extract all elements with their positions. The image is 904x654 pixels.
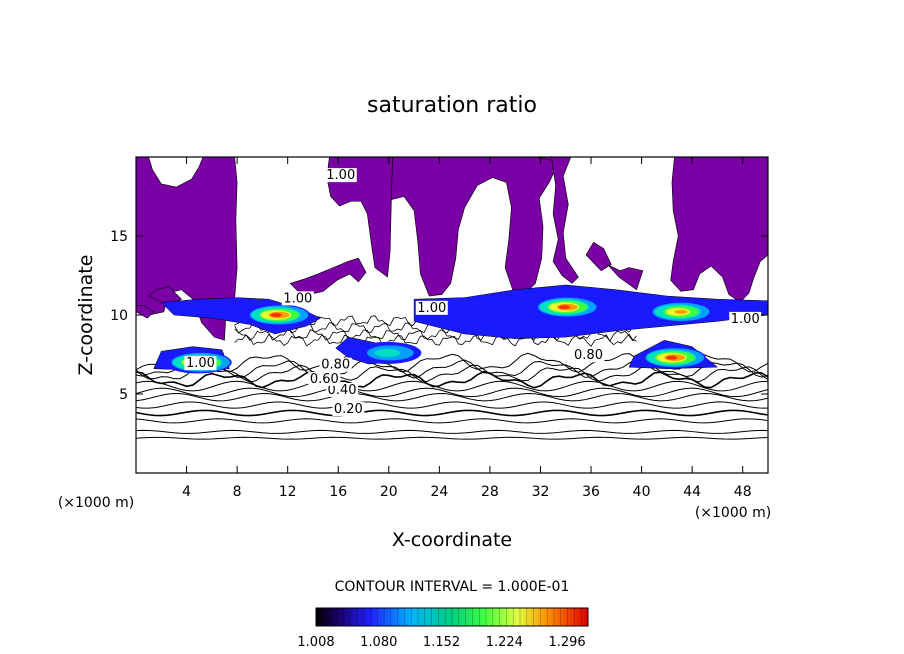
- contour-line: [136, 387, 768, 398]
- contour-label-bg: [308, 371, 341, 386]
- contour-label-bg: [572, 348, 605, 363]
- supersaturation-level: [558, 305, 570, 310]
- x-tick-label: 12: [279, 484, 297, 500]
- x-tick-label: 28: [481, 484, 499, 500]
- x-tick-label: 16: [329, 484, 347, 500]
- y-tick-label: 15: [110, 229, 128, 245]
- supersaturated-region: [391, 157, 562, 297]
- x-tick-label: 8: [233, 484, 242, 500]
- supersaturated-region: [607, 264, 644, 291]
- contour-label: 0.40: [328, 383, 357, 398]
- supersaturated-region: [326, 157, 393, 278]
- contour-interval-label: CONTOUR INTERVAL = 1.000E-01: [335, 579, 570, 595]
- colorbar: 1.008 1.080 1.152 1.224 1.296: [297, 607, 589, 650]
- contour-label: 0.60: [310, 372, 339, 387]
- supersaturation-level: [666, 355, 678, 360]
- contour-line: [136, 401, 768, 409]
- contour-label-bg: [326, 383, 359, 397]
- x-tick-label: 48: [734, 484, 752, 500]
- contour-label: 0.80: [321, 358, 350, 373]
- colorbar-tick-label: 1.296: [548, 635, 585, 650]
- contour-line: [136, 370, 768, 389]
- colorbar-tick-label: 1.224: [486, 635, 523, 650]
- x-tick-label: 4: [182, 484, 191, 500]
- contour-label-bg: [324, 168, 357, 183]
- contour-label-bg: [184, 356, 217, 371]
- colorbar-tick-label: 1.080: [360, 635, 397, 650]
- contour-label-bg: [319, 357, 352, 372]
- contour-label: 1.00: [326, 168, 355, 183]
- contour-label: 0.80: [574, 348, 603, 363]
- contour-label-bg: [729, 311, 762, 326]
- colorbar-steps: [322, 608, 582, 626]
- colorbar-tick-labels: 1.008 1.080 1.152 1.224 1.296: [297, 635, 585, 650]
- supersaturated-region: [670, 157, 768, 303]
- contour-label: 1.00: [417, 301, 446, 316]
- contour-line: [136, 418, 768, 424]
- y-axis-title: Z-coordinate: [75, 255, 97, 376]
- x-axis-unit: (×1000 m): [695, 505, 771, 521]
- supersaturated-cloud-fill: [136, 157, 768, 341]
- x-tick-label: 24: [430, 484, 448, 500]
- contour-label: 0.20: [334, 402, 363, 417]
- contour-line: [136, 429, 768, 434]
- supersaturated-region: [289, 257, 367, 297]
- contour-label-bg: [281, 291, 314, 306]
- contour-line: [136, 392, 768, 402]
- contour-line: [136, 359, 768, 379]
- contour-labels: 0.200.400.600.801.001.001.001.001.000.80: [184, 168, 762, 417]
- contour-label: 1.00: [186, 356, 215, 371]
- supersaturated-region: [585, 241, 612, 272]
- colorbar-tick-label: 1.008: [297, 635, 334, 650]
- contour-label-bg: [332, 401, 365, 416]
- contour-lines: [136, 313, 768, 440]
- contour-label: 1.00: [283, 291, 312, 306]
- contour-line: [136, 436, 768, 440]
- colorbar-tick-label: 1.152: [423, 635, 460, 650]
- contour-line: [136, 409, 768, 417]
- plot-area: [136, 157, 768, 440]
- x-tick-label: 20: [380, 484, 398, 500]
- x-tick-label: 32: [532, 484, 550, 500]
- supersaturated-region: [136, 305, 155, 319]
- contour-label-bg: [415, 300, 448, 315]
- y-tick-label: 10: [110, 308, 128, 324]
- y-axis-unit: (×1000 m): [58, 495, 134, 511]
- supersaturation-level: [674, 309, 688, 314]
- supersaturation-level: [374, 348, 401, 358]
- x-tick-label: 44: [683, 484, 701, 500]
- supersaturation-level: [270, 313, 282, 317]
- x-tick-label: 40: [633, 484, 651, 500]
- x-axis-title: X-coordinate: [392, 529, 512, 551]
- supersaturated-region: [535, 157, 579, 284]
- contour-label: 1.00: [731, 312, 760, 327]
- contour-line: [234, 333, 637, 347]
- y-tick-label: 5: [119, 387, 128, 403]
- y-axis-ticks: 5 10 15: [110, 229, 768, 403]
- contour-line: [136, 380, 768, 392]
- x-tick-label: 36: [582, 484, 600, 500]
- chart-title: saturation ratio: [367, 93, 537, 118]
- x-axis-ticks: 4 8 12 16 20 24 28 32 36 40 44 48: [182, 157, 752, 500]
